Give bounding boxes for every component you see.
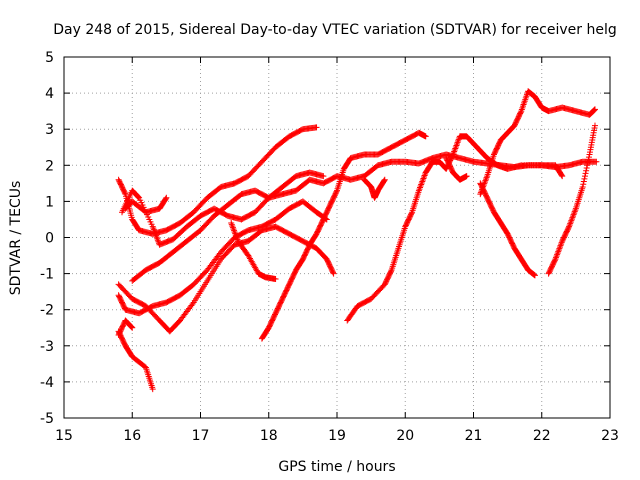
data-point xyxy=(551,257,558,264)
series-trace-8 xyxy=(115,317,136,338)
x-tick-label: 19 xyxy=(328,428,346,444)
y-axis-title: SDTVAR / TECUs xyxy=(8,181,24,296)
data-point xyxy=(580,178,587,185)
series-trace-1 xyxy=(115,124,320,237)
plot-frame xyxy=(63,56,611,419)
data-point xyxy=(388,268,395,275)
data-point xyxy=(584,159,591,166)
data-point xyxy=(565,224,572,231)
x-tick-label: 15 xyxy=(55,428,73,444)
data-point xyxy=(149,386,156,393)
data-point xyxy=(128,324,135,331)
series-trace-2 xyxy=(119,169,327,248)
y-tick-label: 4 xyxy=(45,86,54,102)
data-point xyxy=(135,194,142,201)
data-point xyxy=(591,122,598,129)
y-tick-label: -1 xyxy=(40,267,54,283)
x-tick-label: 21 xyxy=(465,428,483,444)
data-point xyxy=(272,276,279,283)
data-point xyxy=(582,170,589,177)
series-trace-10 xyxy=(258,129,429,342)
data-point xyxy=(333,188,340,195)
data-point xyxy=(128,323,135,330)
data-point xyxy=(463,173,470,180)
x-axis-title: GPS time / hours xyxy=(278,459,395,475)
data-point xyxy=(121,189,128,196)
y-tick-label: 3 xyxy=(45,122,54,138)
series-trace-16 xyxy=(545,122,598,277)
data-point xyxy=(129,324,136,331)
data-point xyxy=(330,270,337,277)
data-point xyxy=(422,133,429,140)
data-point xyxy=(584,162,591,169)
y-tick-label: -4 xyxy=(40,375,54,391)
x-tick-label: 18 xyxy=(260,428,278,444)
data-point xyxy=(517,109,524,116)
y-tick-label: 0 xyxy=(45,231,54,247)
y-tick-label: -2 xyxy=(40,303,54,319)
data-point xyxy=(581,173,588,180)
data-point xyxy=(408,210,415,217)
data-point xyxy=(381,176,388,183)
series-trace-12 xyxy=(361,176,388,201)
data-point xyxy=(579,183,586,190)
series-trace-3 xyxy=(122,194,170,216)
series-trace-15 xyxy=(477,88,598,198)
data-point xyxy=(330,269,337,276)
y-tick-label: 1 xyxy=(45,194,54,210)
data-point xyxy=(591,106,598,113)
x-tick-label: 23 xyxy=(601,428,619,444)
series-trace-13 xyxy=(443,155,470,183)
data-point xyxy=(585,154,592,161)
data-point xyxy=(559,173,566,180)
series-trace-9 xyxy=(228,220,279,283)
data-point xyxy=(580,181,587,188)
x-tick-label: 22 xyxy=(533,428,551,444)
x-tick-label: 17 xyxy=(192,428,210,444)
x-tick-label: 20 xyxy=(396,428,414,444)
series-trace-7 xyxy=(115,328,156,393)
data-point xyxy=(162,195,169,202)
series-trace-6 xyxy=(129,151,600,284)
series-trace-11 xyxy=(344,133,566,324)
series-trace-5 xyxy=(115,223,337,335)
data-point xyxy=(449,152,456,159)
grid xyxy=(64,57,610,418)
y-tick-label: 5 xyxy=(45,50,54,66)
data-point xyxy=(585,156,592,163)
data-point xyxy=(320,173,327,180)
data-point xyxy=(581,175,588,182)
data-point xyxy=(583,167,590,174)
series-trace-14 xyxy=(477,180,538,279)
chart-title: Day 248 of 2015, Sidereal Day-to-day VTE… xyxy=(53,22,616,38)
y-tick-label: -5 xyxy=(40,411,54,427)
data-point xyxy=(583,165,590,172)
data-point xyxy=(531,272,538,279)
data-points xyxy=(115,88,600,393)
data-point xyxy=(163,194,170,201)
y-tick-label: -3 xyxy=(40,339,54,355)
data-point xyxy=(558,172,565,179)
data-point xyxy=(381,177,388,184)
data-point xyxy=(313,124,320,131)
data-point xyxy=(593,158,600,165)
y-tick-label: 2 xyxy=(45,158,54,174)
data-point xyxy=(134,193,141,200)
series-trace-4 xyxy=(115,198,330,317)
x-tick-label: 16 xyxy=(123,428,141,444)
